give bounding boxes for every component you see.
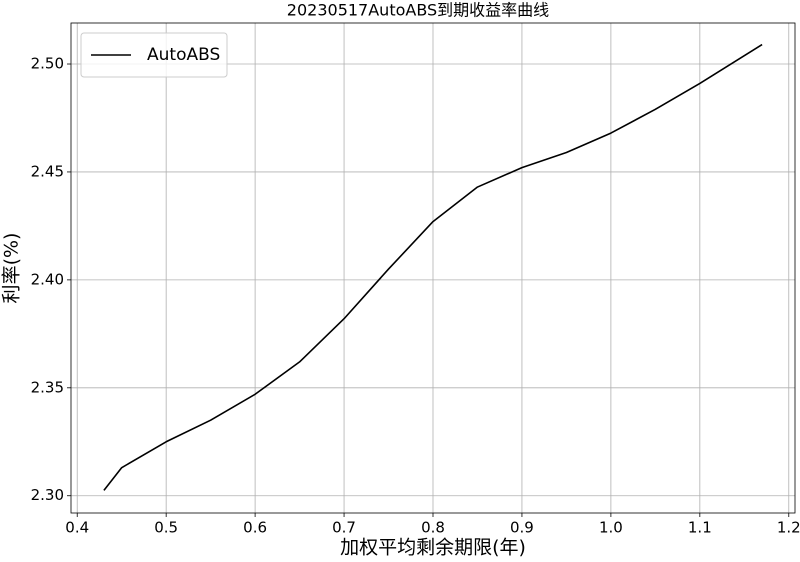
y-axis-label: 利率(%) bbox=[1, 233, 23, 304]
x-tick-label: 1.2 bbox=[777, 519, 800, 537]
y-tick-label: 2.30 bbox=[31, 486, 64, 504]
line-series bbox=[103, 43, 763, 491]
y-tick-label: 2.35 bbox=[31, 378, 64, 396]
x-tick-label: 0.4 bbox=[65, 519, 89, 537]
x-tick-label: 0.8 bbox=[421, 519, 445, 537]
x-tick-label: 0.9 bbox=[510, 519, 534, 537]
chart-title: 20230517AutoABS到期收益率曲线 bbox=[287, 1, 549, 20]
legend-box bbox=[80, 32, 228, 78]
x-tick-label: 1.0 bbox=[599, 519, 623, 537]
x-tick-label: 0.5 bbox=[154, 519, 178, 537]
x-tick-label: 0.7 bbox=[332, 519, 356, 537]
x-tick-label: 1.1 bbox=[688, 519, 712, 537]
x-tick-label: 0.6 bbox=[243, 519, 267, 537]
y-tick-label: 2.40 bbox=[31, 270, 64, 288]
legend-label: AutoABS bbox=[147, 45, 220, 65]
y-tick-label: 2.45 bbox=[31, 162, 64, 180]
y-tick-label: 2.50 bbox=[31, 55, 64, 73]
x-axis-label: 加权平均剩余期限(年) bbox=[340, 537, 526, 559]
plot-frame bbox=[70, 22, 796, 514]
